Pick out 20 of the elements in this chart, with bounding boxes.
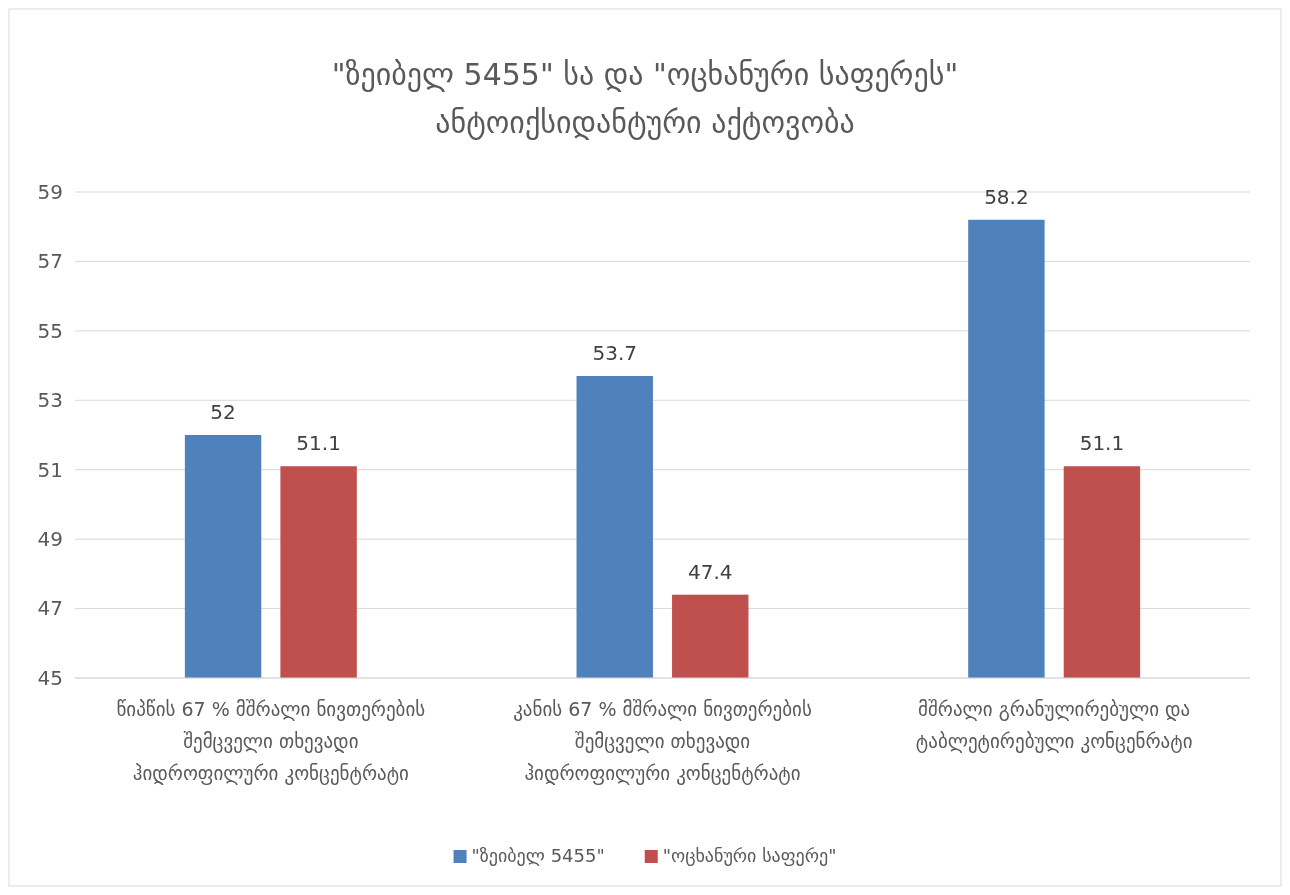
data-label: 52 bbox=[210, 400, 236, 424]
y-tick-label: 55 bbox=[37, 318, 63, 343]
data-label: 51.1 bbox=[1079, 431, 1125, 456]
y-tick-label: 51 bbox=[37, 457, 63, 482]
x-tick-label: წიპწის 67 % მშრალი ნივთერების შემცველი თხევადი ჰიდროფილური კონცენტრატი bbox=[116, 698, 426, 785]
y-tick-label: 57 bbox=[37, 249, 63, 274]
legend-label: "ოცხანური საფერე" bbox=[662, 845, 837, 866]
y-tick-label: 59 bbox=[37, 179, 63, 204]
data-label: 51.1 bbox=[296, 431, 341, 456]
x-tick-label: კანის 67 % მშრალი ნივთერების შემცველი თხევადი ჰიდროფილური კონცენტრატი bbox=[513, 698, 812, 785]
y-tick-label: 45 bbox=[37, 665, 63, 690]
y-tick-label: 47 bbox=[37, 596, 63, 621]
data-label: 58.2 bbox=[984, 184, 1029, 209]
data-label: 47.4 bbox=[688, 559, 733, 584]
data-label: 53.7 bbox=[592, 340, 637, 365]
y-tick-label: 49 bbox=[37, 527, 63, 552]
x-tick-label: მშრალი გრანულირებული და ტაბლეტირებული კონცენრატი bbox=[915, 698, 1193, 753]
y-tick-label: 53 bbox=[37, 388, 63, 413]
chart-title: "ზეიბელ 5455" სა და "ოცხანური საფერეს" ანტოიქსიდანტური აქტოვობა bbox=[331, 57, 959, 140]
legend-label: "ზეიბელ 5455" bbox=[471, 845, 605, 866]
